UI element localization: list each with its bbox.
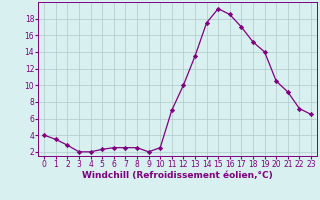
X-axis label: Windchill (Refroidissement éolien,°C): Windchill (Refroidissement éolien,°C) (82, 171, 273, 180)
